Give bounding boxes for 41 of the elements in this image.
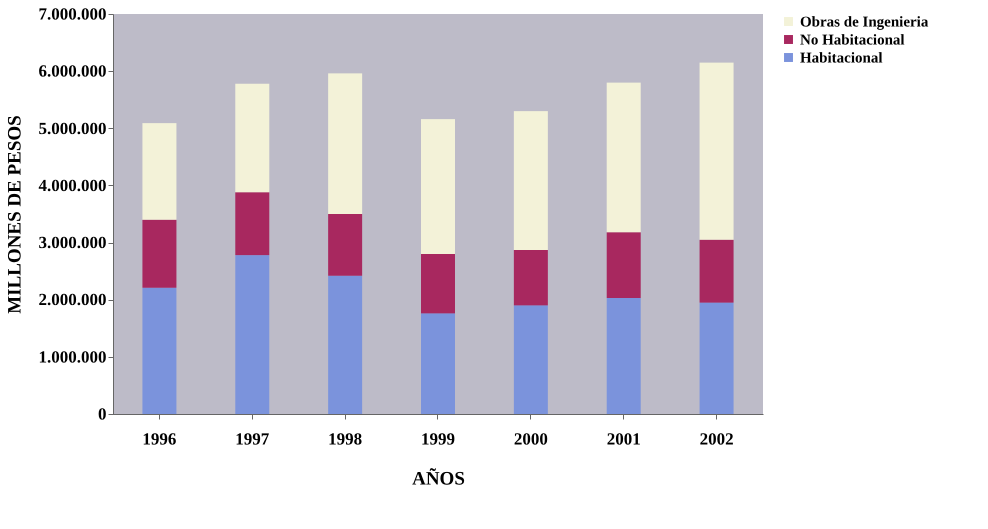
x-tick-label: 1996 [142, 430, 176, 448]
bar [328, 73, 362, 214]
legend-label: Obras de Ingenieria [800, 14, 929, 30]
bar [606, 82, 641, 232]
bar [328, 214, 362, 276]
bar [514, 111, 548, 250]
bar [514, 250, 548, 306]
y-tick-label: 5.000.000 [38, 118, 106, 138]
bar [142, 123, 176, 220]
bar [514, 305, 548, 414]
bar [421, 313, 455, 414]
x-tick-label: 2001 [606, 430, 641, 448]
bar [235, 192, 270, 256]
bar [606, 298, 641, 414]
bar [700, 62, 734, 240]
x-tick-label: 1999 [421, 430, 455, 448]
y-axis-title: MILLONES DE PESOS [4, 115, 26, 314]
y-tick-label: 7.000.000 [38, 4, 106, 24]
bar [421, 254, 455, 314]
x-tick-label: 1997 [235, 430, 270, 448]
bar [700, 240, 734, 303]
bar [700, 302, 734, 414]
bar [606, 232, 641, 298]
legend-label: No Habitacional [800, 32, 905, 48]
x-tick-label: 2000 [514, 430, 548, 448]
y-tick-label: 1.000.000 [38, 347, 106, 366]
bar [235, 255, 270, 414]
bar [421, 119, 455, 254]
y-tick-label: 0 [98, 404, 106, 424]
y-tick-label: 4.000.000 [38, 176, 106, 195]
legend-label: Habitacional [800, 50, 883, 66]
bar [235, 84, 270, 192]
bar [142, 220, 176, 288]
x-tick-label: 1998 [328, 430, 362, 448]
bar [142, 288, 176, 414]
y-tick-label: 2.000.000 [38, 290, 106, 310]
bar [328, 276, 362, 414]
x-axis-title: AÑOS [412, 468, 465, 490]
x-tick-label: 2002 [700, 430, 734, 448]
y-tick-label: 3.000.000 [38, 233, 106, 252]
y-tick-label: 6.000.000 [38, 62, 106, 81]
